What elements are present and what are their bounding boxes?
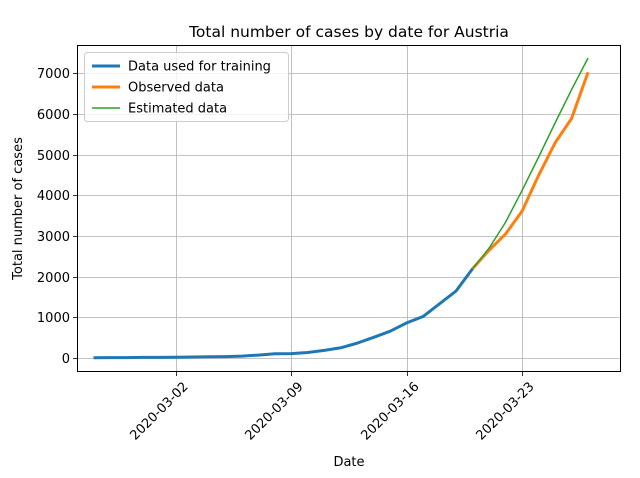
legend: Data used for training Observed data Estim… bbox=[84, 52, 289, 122]
y-tick-label: 3000 bbox=[37, 230, 70, 245]
legend-label-1: Data used for training bbox=[128, 60, 271, 75]
legend-label-3: Estimated data bbox=[128, 102, 227, 117]
y-axis-label: Total number of cases bbox=[11, 137, 26, 281]
series-line-1 bbox=[93, 267, 474, 360]
y-axis: 0 1000 2000 3000 4000 5000 6000 7000 bbox=[37, 67, 77, 367]
series-layer bbox=[93, 57, 590, 360]
y-tick-label: 4000 bbox=[37, 189, 70, 204]
y-tick-label: 6000 bbox=[37, 108, 70, 123]
chart-title: Total number of cases by date for Austri… bbox=[188, 23, 509, 41]
y-tick-label: 7000 bbox=[37, 67, 70, 82]
series-line-2 bbox=[471, 71, 590, 270]
y-tick-label: 1000 bbox=[37, 311, 70, 326]
y-tick-label: 2000 bbox=[37, 271, 70, 286]
plot-frame bbox=[77, 45, 621, 372]
legend-box bbox=[84, 52, 289, 122]
series-line-3 bbox=[472, 57, 589, 270]
x-axis-label: Date bbox=[333, 455, 364, 470]
y-tick-label: 5000 bbox=[37, 149, 70, 164]
legend-label-2: Observed data bbox=[128, 81, 224, 96]
y-tick-label: 0 bbox=[62, 352, 70, 367]
